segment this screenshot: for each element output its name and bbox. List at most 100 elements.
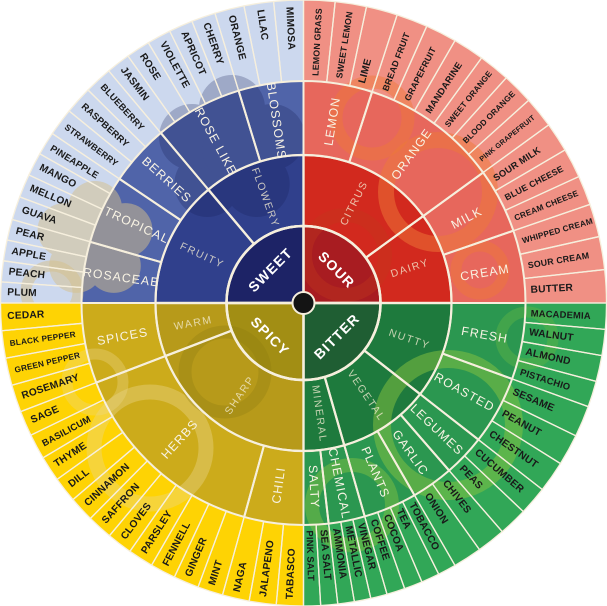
cell-pink-salt [303, 524, 321, 606]
cell-ammonia [328, 521, 355, 605]
cell-pineapple [39, 133, 120, 194]
label-tabasco: TABASCO [285, 548, 298, 599]
label-mimosa: MIMOSA [283, 7, 296, 51]
cell-strawberry [52, 110, 132, 179]
cell-jalapeno [249, 521, 284, 605]
cell-lilac [243, 1, 282, 86]
cell-sea-salt [316, 523, 338, 606]
cell-naga [222, 516, 264, 602]
cell-mint [198, 511, 245, 595]
label-butter: BUTTER [530, 283, 573, 296]
cell-walnut [522, 322, 606, 356]
decorative-swirl [20, 260, 84, 303]
cell-sage [20, 382, 104, 436]
cell-whipped-cream [513, 204, 600, 255]
segment-chemical [320, 445, 365, 524]
cell-chestnut [478, 420, 561, 490]
decorative-swirl [329, 75, 415, 161]
cell-green-pepper [5, 343, 90, 386]
cell-pink-grapefruit [468, 100, 549, 173]
segment-flowery [208, 155, 304, 245]
quadrant-spicy [226, 303, 304, 380]
cell-blood-orange [452, 77, 529, 155]
cell-dill [57, 432, 135, 500]
quadrant-sour [303, 226, 381, 303]
cell-sweet-orange [433, 57, 507, 139]
label-peach: PEACH [8, 267, 46, 282]
cell-blueberry [88, 70, 161, 147]
segment-sharp [165, 330, 304, 451]
cell-bread-fruit [372, 14, 427, 101]
cell-tabasco [276, 524, 304, 606]
segment-berries [119, 132, 209, 221]
cell-cedar [0, 303, 83, 331]
segment-nutty [364, 303, 452, 395]
cell-thyme [43, 416, 123, 480]
label-plum: PLUM [7, 287, 37, 299]
cell-metallic [340, 519, 371, 602]
decorative-swirl [86, 384, 214, 512]
cell-vinegar [352, 516, 388, 599]
cell-sweet-lemon [326, 1, 367, 86]
segment-herbs [96, 356, 264, 517]
quadrant-bitter [303, 303, 381, 380]
cell-jasmin [108, 56, 175, 133]
cell-orange [214, 5, 260, 91]
cell-black-pepper [1, 323, 86, 359]
segment-orange [349, 91, 484, 217]
label-pink-salt: PINK SALT [304, 530, 316, 581]
cell-tea [390, 501, 439, 582]
decorative-overlay [20, 75, 559, 552]
decorative-swirl [373, 350, 523, 500]
decorative-swirl [378, 132, 498, 252]
cell-apricot [169, 21, 222, 104]
segment-vegetal [324, 350, 421, 446]
label-sea-salt: SEA SALT [317, 529, 332, 581]
cell-mimosa [273, 0, 304, 83]
quadrant-sweet [226, 226, 304, 303]
decorative-swirl [450, 240, 510, 300]
segment-garlic [377, 414, 450, 496]
cell-grapefruit [393, 26, 455, 111]
cell-sour-cream [520, 236, 605, 279]
cell-onion [414, 483, 480, 566]
label-cedar: CEDAR [7, 309, 45, 322]
decorative-flower [37, 181, 153, 293]
label-lilac: LILAC [254, 9, 270, 42]
cell-cherry [191, 13, 239, 97]
center-dot [291, 291, 316, 315]
segment-mineral [303, 377, 345, 451]
cell-cucumber [464, 439, 543, 512]
cell-cinnamon [72, 447, 148, 519]
cell-saffron [90, 460, 162, 536]
label-lemon-grass: LEMON GRASS [310, 8, 324, 76]
cell-violette [148, 31, 206, 113]
cell-ginger [174, 503, 227, 588]
cell-butter [524, 269, 607, 303]
cell-lime [349, 6, 398, 92]
cell-peas [449, 455, 524, 532]
cell-macademia [524, 303, 607, 330]
cell-coffee [364, 512, 405, 595]
cell-basilicum [30, 399, 113, 458]
segment-legumes [400, 394, 479, 471]
cell-rosemary [11, 363, 97, 412]
cell-rose [127, 42, 190, 123]
cell-almond [517, 341, 602, 382]
cell-fennell [151, 495, 209, 578]
cell-cream-cheese [505, 176, 590, 231]
decorative-swirl [303, 208, 392, 302]
decorative-swirl [495, 306, 559, 370]
cell-blue-cheese [495, 149, 579, 211]
cell-lemon-grass [303, 0, 336, 83]
core-ring-outline [225, 224, 382, 382]
label-macademia: MACADEMIA [531, 307, 592, 321]
label-chili: CHILI [269, 466, 288, 504]
segment-fruity [155, 189, 255, 303]
decorative-swirl [61, 348, 129, 416]
cell-sesame [503, 378, 589, 436]
cell-cloves [109, 473, 177, 552]
segment-plants [344, 431, 415, 517]
